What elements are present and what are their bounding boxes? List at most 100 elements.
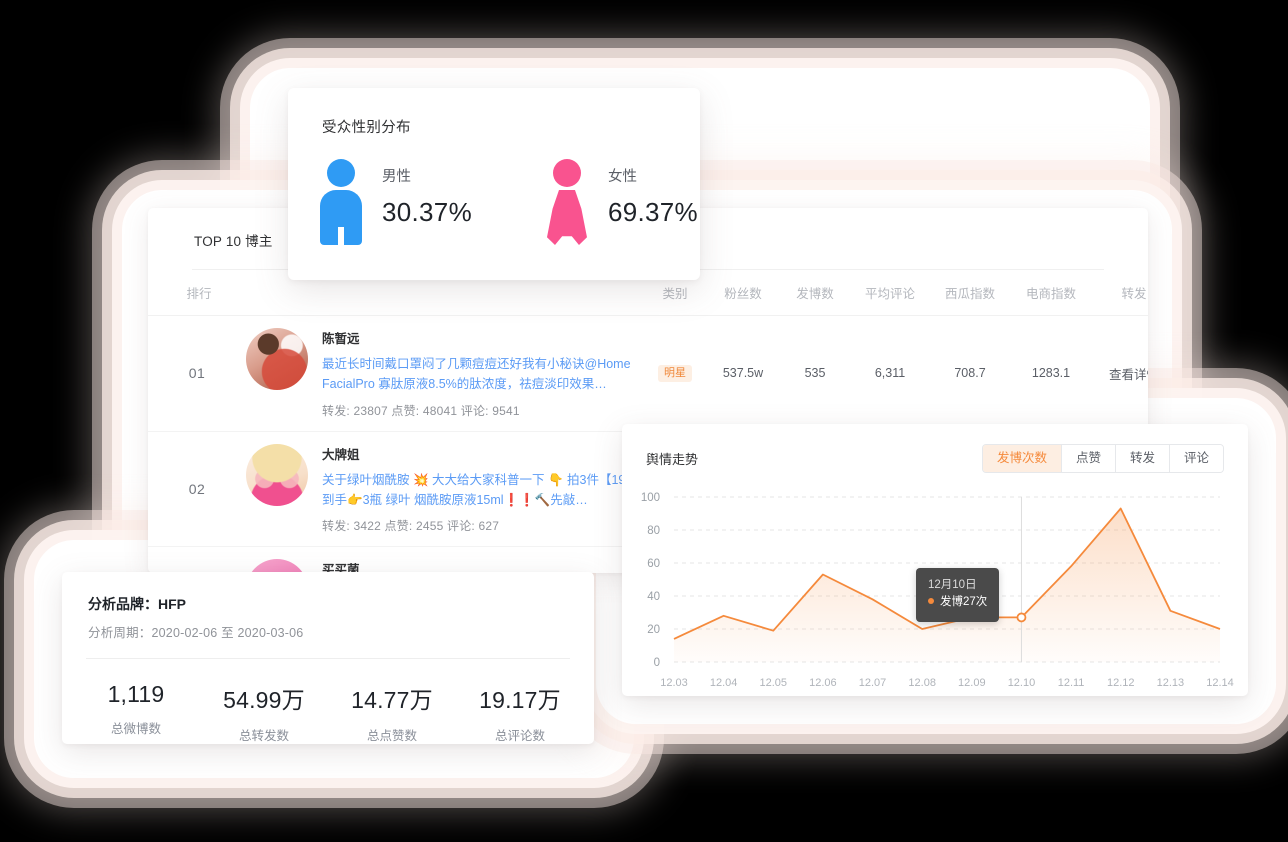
male-percentage: 30.37% (382, 197, 472, 227)
col-forward[interactable]: 转发 (1092, 270, 1148, 316)
tab-post-count[interactable]: 发博次数 (982, 445, 1062, 472)
brand-period: 分析周期：2020-02-06 至 2020-03-06 (88, 626, 304, 640)
rank-value: 01 (188, 365, 206, 382)
svg-text:12.13: 12.13 (1157, 677, 1185, 689)
svg-text:0: 0 (654, 657, 660, 669)
svg-text:12.09: 12.09 (958, 677, 986, 689)
gender-distribution-card: 受众性别分布 男性 30.37% 女性 (288, 88, 700, 280)
post-cell: 买买菌 (246, 547, 644, 573)
blogger-name[interactable]: 买买菌 (322, 563, 360, 573)
tab-likes[interactable]: 点赞 (1061, 445, 1116, 472)
stat-value: 19.17万 (479, 687, 561, 713)
female-head-shape (552, 159, 581, 187)
gender-card-title: 受众性别分布 (322, 120, 411, 136)
fans-cell: 537.5w (706, 315, 780, 432)
avatar[interactable] (246, 328, 308, 390)
brand-summary-card: 分析品牌：HFP 分析周期：2020-02-06 至 2020-03-06 1,… (62, 572, 594, 744)
male-label: 男性 (382, 169, 411, 185)
stat-label: 总评论数 (494, 729, 545, 743)
stat-total-comments: 19.17万 总评论数 (456, 681, 584, 744)
tab-forwards[interactable]: 转发 (1115, 445, 1170, 472)
blogger-name[interactable]: 陈暂远 (322, 332, 360, 346)
top-bloggers-title: TOP 10 博主 (194, 234, 273, 249)
tooltip-value: 发博27次 (940, 596, 988, 609)
stat-total-posts: 1,119 总微博数 (72, 681, 200, 744)
stat-label: 总点赞数 (366, 729, 417, 743)
svg-text:12.12: 12.12 (1107, 677, 1135, 689)
post-stats: 转发: 3422 点赞: 2455 评论: 627 (322, 519, 500, 533)
stat-value: 14.77万 (351, 687, 433, 713)
col-fans[interactable]: 粉丝数 (706, 270, 780, 316)
female-body-shape (546, 190, 587, 245)
forward-cell: 查看详情 (1092, 315, 1148, 432)
svg-text:12.06: 12.06 (809, 677, 837, 689)
avatar[interactable] (246, 443, 308, 506)
tooltip-date: 12月10日 (928, 578, 977, 591)
gender-item-male: 男性 30.37% (318, 159, 472, 245)
rank-cell: 02 (148, 431, 246, 547)
table-row[interactable]: 01 陈暂远 最近长时间戴口罩闷了几颗痘痘还好我有小秘诀@Home Facial… (148, 315, 1148, 432)
rank-cell (148, 547, 246, 574)
post-stats: 转发: 23807 点赞: 48041 评论: 9541 (322, 403, 520, 418)
svg-text:20: 20 (647, 624, 660, 636)
svg-text:100: 100 (641, 492, 660, 504)
post-content[interactable]: 最近长时间戴口罩闷了几颗痘痘还好我有小秘诀@Home FacialPro 寡肽原… (322, 357, 631, 392)
male-person-icon (318, 159, 364, 245)
female-percentage: 69.37% (607, 197, 698, 227)
status-badge: 明星 (658, 364, 692, 382)
svg-text:12.11: 12.11 (1058, 677, 1085, 689)
category-cell: 明星 (644, 315, 706, 432)
male-text-block: 男性 30.37% (382, 159, 472, 228)
col-ecom-index[interactable]: 电商指数 (1010, 270, 1092, 316)
female-text-block: 女性 69.37% (608, 159, 698, 228)
male-head-shape (327, 159, 355, 187)
svg-text:12.03: 12.03 (660, 677, 688, 689)
col-avg-comment[interactable]: 平均评论 (850, 270, 930, 316)
stat-total-likes: 14.77万 总点赞数 (328, 681, 456, 744)
tooltip-row: 发博27次 (928, 594, 987, 612)
stat-value: 54.99万 (223, 687, 305, 713)
trend-chart[interactable]: 0 20 40 60 80 100 12.03 12.04 12.05 12.06 12.07 12.… (622, 485, 1248, 700)
view-detail-link[interactable]: 查看详情 (1108, 367, 1148, 382)
female-person-icon (544, 159, 590, 245)
female-label: 女性 (607, 169, 637, 185)
chart-tooltip: 12月10日 发博27次 (916, 567, 1000, 623)
svg-text:12.07: 12.07 (859, 677, 887, 689)
col-rank[interactable]: 排行 (148, 270, 246, 316)
svg-text:60: 60 (647, 558, 660, 570)
tab-comments[interactable]: 评论 (1169, 445, 1223, 472)
xigua-index-cell: 708.7 (930, 315, 1010, 432)
posts-cell: 535 (780, 315, 850, 432)
svg-text:40: 40 (647, 591, 660, 603)
rank-value: 02 (188, 480, 206, 497)
blogger-name[interactable]: 大牌姐 (322, 447, 360, 462)
svg-text:12.14: 12.14 (1206, 677, 1234, 689)
trend-title: 舆情走势 (646, 451, 699, 467)
stat-label: 总转发数 (238, 729, 289, 743)
svg-text:80: 80 (647, 525, 660, 537)
svg-text:12.08: 12.08 (908, 677, 936, 689)
trend-chart-svg[interactable]: 0 20 40 60 80 100 12.03 12.04 12.05 12.06 12.07 12.… (622, 485, 1248, 700)
post-cell: 大牌姐 关于绿叶烟酰胺 💥 大大给大家科普一下 👇 拍3件【19.9】到手👉3瓶… (246, 431, 644, 547)
series-dot-icon (928, 598, 934, 605)
svg-text:12.05: 12.05 (760, 677, 788, 689)
stat-value: 1,119 (107, 681, 165, 707)
brand-divider (86, 658, 570, 659)
male-leg-gap (338, 227, 344, 245)
brand-title: 分析品牌：HFP (88, 596, 186, 612)
avg-comment-cell: 6,311 (850, 315, 930, 432)
table-row[interactable]: 买买菌 可款 (148, 547, 1148, 574)
stat-total-forwards: 54.99万 总转发数 (200, 681, 328, 744)
metric-tab-group: 发博次数 点赞 转发 评论 (981, 444, 1224, 473)
gender-items: 男性 30.37% 女性 69.37% (288, 137, 700, 245)
avatar[interactable] (246, 559, 308, 573)
brand-stats: 1,119 总微博数 54.99万 总转发数 14.77万 总点赞数 19.17… (62, 659, 594, 744)
col-xigua-index[interactable]: 西瓜指数 (930, 270, 1010, 316)
svg-text:12.10: 12.10 (1008, 677, 1036, 689)
post-content[interactable]: 关于绿叶烟酰胺 💥 大大给大家科普一下 👇 拍3件【19.9】到手👉3瓶 绿叶 … (322, 472, 643, 507)
stat-label: 总微博数 (110, 722, 161, 736)
ecom-index-cell: 1283.1 (1010, 315, 1092, 432)
col-posts[interactable]: 发博数 (780, 270, 850, 316)
gender-item-female: 女性 69.37% (544, 159, 698, 245)
